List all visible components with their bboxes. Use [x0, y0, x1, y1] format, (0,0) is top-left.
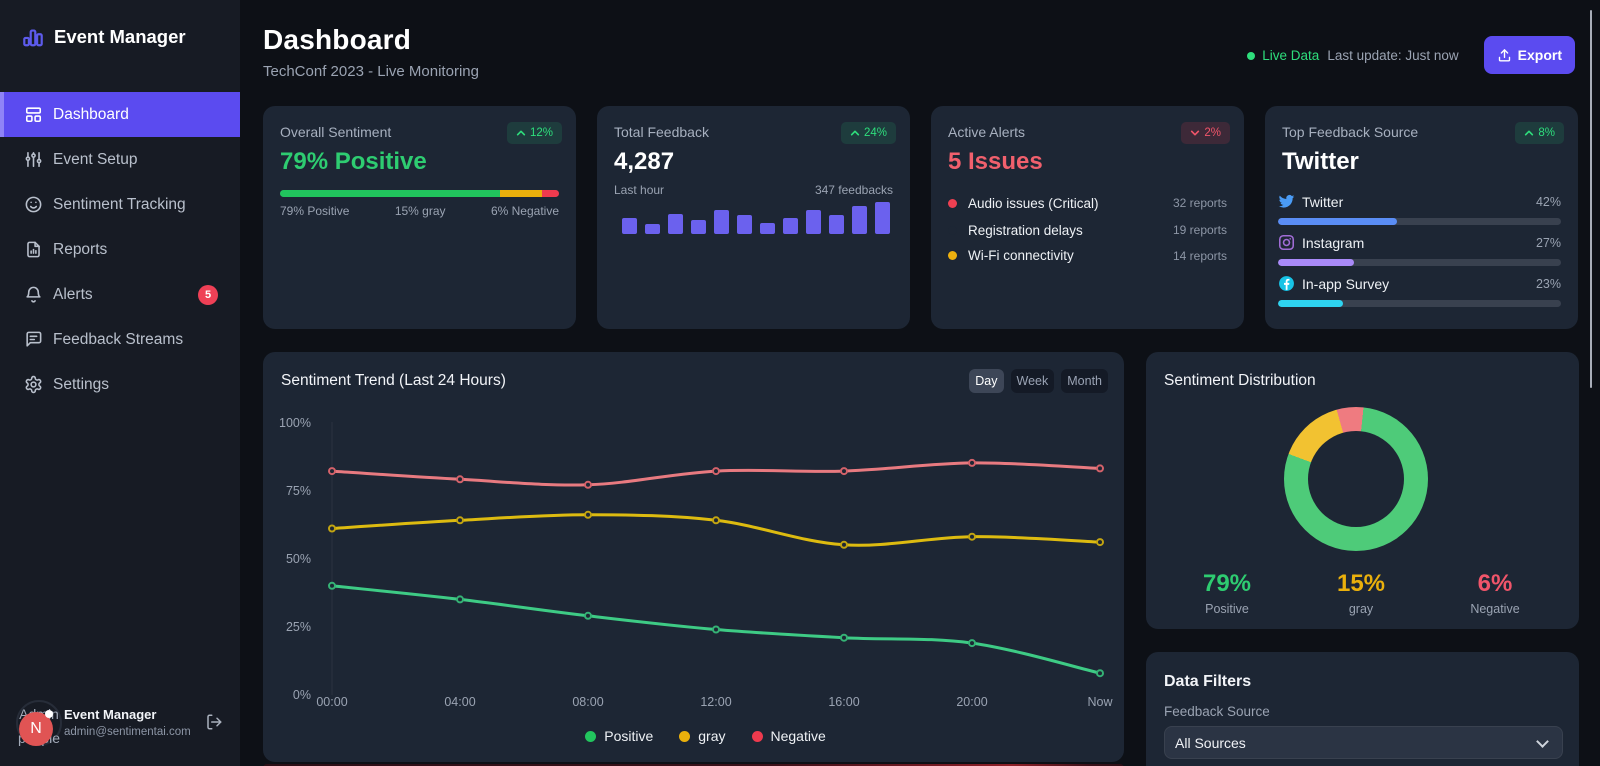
svg-text:20:00: 20:00 [956, 695, 987, 707]
svg-text:0%: 0% [293, 688, 311, 702]
svg-text:16:00: 16:00 [828, 695, 859, 707]
svg-text:04:00: 04:00 [444, 695, 475, 707]
svg-text:100%: 100% [279, 416, 311, 430]
svg-text:08:00: 08:00 [572, 695, 603, 707]
svg-text:75%: 75% [286, 484, 311, 498]
svg-text:50%: 50% [286, 552, 311, 566]
svg-text:Now: Now [1087, 695, 1113, 707]
svg-text:12:00: 12:00 [700, 695, 731, 707]
svg-text:25%: 25% [286, 620, 311, 634]
svg-text:00:00: 00:00 [316, 695, 347, 707]
